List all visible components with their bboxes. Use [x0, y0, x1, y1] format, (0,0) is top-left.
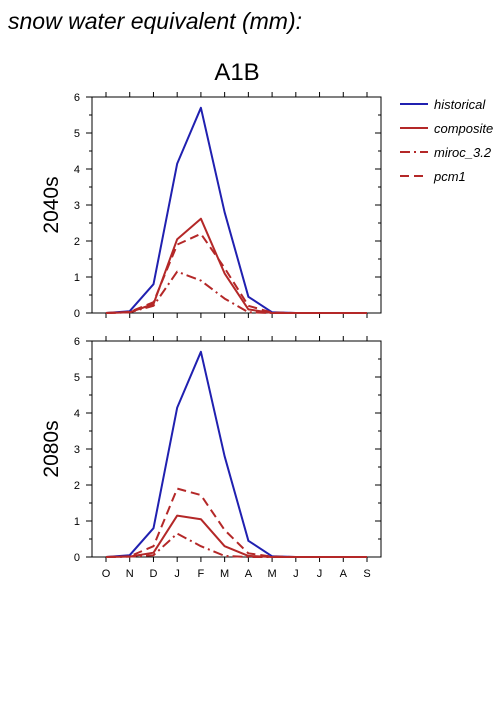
row-label-2040s: 2040s — [40, 176, 63, 233]
x-tick-label: D — [149, 568, 157, 580]
x-tick-label: M — [268, 568, 277, 580]
plot-frame — [91, 340, 382, 558]
x-tick-label: F — [198, 568, 205, 580]
y-tick-label: 6 — [74, 92, 80, 104]
x-tick-label: J — [317, 568, 323, 580]
legend-label-pcm1: pcm1 — [433, 169, 466, 184]
y-tick-label: 1 — [74, 272, 80, 284]
legend-label-composite: composite — [434, 121, 493, 136]
legend-label-historical: historical — [434, 97, 486, 112]
y-tick-label: 3 — [74, 200, 80, 212]
series-line-historical — [105, 350, 367, 558]
plot-frame — [91, 96, 382, 314]
chart-panels: 0 1 2 3 4 5 6 2040s 0 1 2 3 4 5 6 O N D J F M A M J J A S 2080s — [40, 92, 382, 580]
scenario-title: A1B — [214, 59, 259, 86]
y-tick-label: 3 — [74, 444, 80, 456]
row-label-2080s: 2080s — [40, 420, 63, 477]
y-tick-label: 4 — [74, 164, 80, 176]
y-tick-label: 5 — [74, 372, 80, 384]
legend-label-miroc-3-2: miroc_3.2 — [434, 145, 492, 160]
x-tick-label: O — [102, 568, 111, 580]
y-tick-label: 0 — [74, 308, 80, 320]
y-tick-label: 5 — [74, 128, 80, 140]
legend: historical composite miroc_3.2 pcm1 — [400, 97, 493, 184]
panel-2040s: 0 1 2 3 4 5 6 2040s — [40, 92, 382, 320]
series-line-composite — [105, 217, 367, 314]
x-tick-label: J — [174, 568, 180, 580]
y-tick-label: 4 — [74, 408, 80, 420]
x-tick-label: S — [363, 568, 370, 580]
page-title: snow water equivalent (mm): — [8, 8, 302, 34]
series-line-miroc-3-2 — [105, 532, 367, 558]
x-tick-label: A — [245, 568, 253, 580]
series-line-historical — [105, 106, 367, 314]
series-line-pcm1 — [105, 232, 367, 314]
y-tick-label: 0 — [74, 552, 80, 564]
y-tick-label: 2 — [74, 236, 80, 248]
y-tick-label: 2 — [74, 480, 80, 492]
series-line-pcm1 — [105, 487, 367, 558]
y-tick-label: 6 — [74, 336, 80, 348]
panel-2080s: 0 1 2 3 4 5 6 O N D J F M A M J J A S 2080s — [40, 336, 382, 580]
x-tick-label: M — [220, 568, 229, 580]
y-tick-label: 1 — [74, 516, 80, 528]
x-tick-label: A — [340, 568, 348, 580]
x-tick-label: J — [293, 568, 299, 580]
x-tick-label: N — [126, 568, 134, 580]
